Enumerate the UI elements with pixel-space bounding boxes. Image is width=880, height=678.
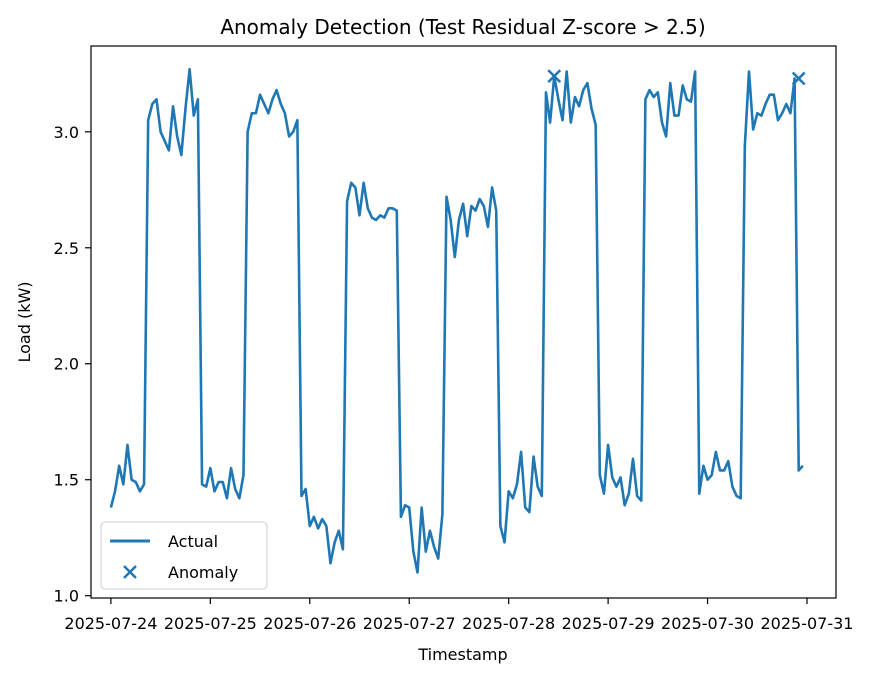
y-tick-label: 3.0: [54, 123, 79, 142]
y-tick-label: 1.0: [54, 587, 79, 606]
legend-label-actual: Actual: [168, 532, 218, 551]
x-axis-label: Timestamp: [417, 645, 507, 664]
legend-label-anomaly: Anomaly: [168, 563, 238, 582]
chart-title: Anomaly Detection (Test Residual Z-score…: [220, 15, 705, 39]
anomaly-marker-1: [547, 69, 562, 84]
y-axis: 1.0 1.5 2.0 2.5 3.0: [54, 123, 91, 606]
y-tick-label: 1.5: [54, 471, 79, 490]
legend: Actual Anomaly: [100, 521, 268, 590]
x-tick-label: 2025-07-26: [263, 614, 356, 633]
plot-area: [109, 67, 806, 574]
x-tick-label: 2025-07-31: [761, 614, 854, 633]
series-line-actual: [109, 67, 804, 574]
axes-frame: [90, 45, 837, 599]
x-tick-label: 2025-07-25: [164, 614, 257, 633]
legend-box: [100, 521, 268, 590]
x-tick-label: 2025-07-30: [661, 614, 754, 633]
legend-x-marker: [123, 565, 137, 579]
x-tick-label: 2025-07-29: [562, 614, 655, 633]
anomaly-marker-2: [791, 71, 806, 86]
y-axis-label: Load (kW): [15, 281, 34, 362]
x-tick-label: 2025-07-27: [363, 614, 456, 633]
x-tick-label: 2025-07-24: [64, 614, 157, 633]
y-tick-label: 2.5: [54, 239, 79, 258]
x-tick-label: 2025-07-28: [462, 614, 555, 633]
y-tick-label: 2.0: [54, 355, 79, 374]
x-axis: 2025-07-24 2025-07-25 2025-07-26 2025-07-27…: [64, 598, 853, 633]
